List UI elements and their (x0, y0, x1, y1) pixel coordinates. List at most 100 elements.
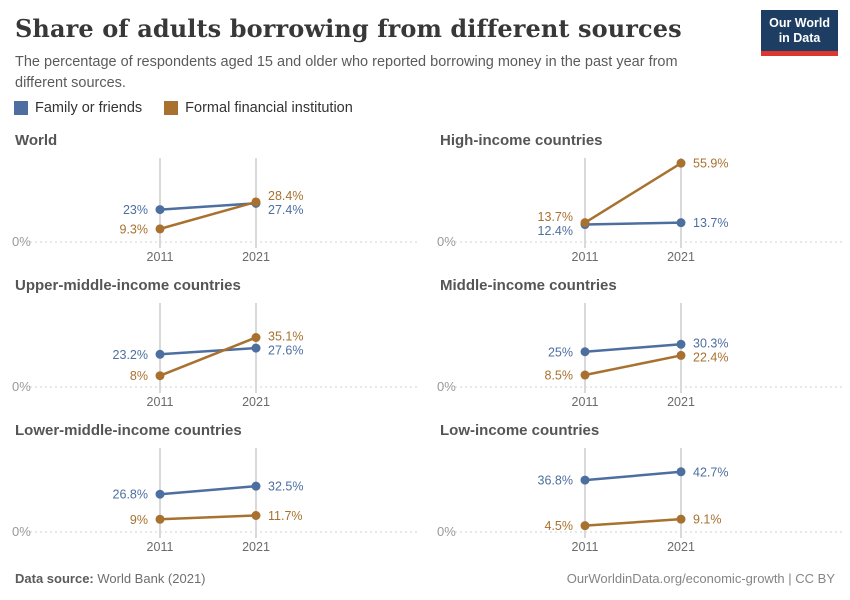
chart-header: Share of adults borrowing from different… (15, 14, 835, 94)
chart-panel: World 2011 2021 0% 23% 9.3% 28.4% 27.4% (0, 125, 425, 270)
x-tick-label: 2021 (242, 395, 270, 409)
legend-item-family: Family or friends (14, 100, 142, 116)
value-label: 8% (130, 369, 148, 383)
data-source: Data source: World Bank (2021) (15, 571, 206, 586)
x-tick-label: 2021 (667, 540, 695, 554)
chart-title: Share of adults borrowing from different… (15, 14, 682, 43)
data-point-family (155, 349, 165, 359)
x-tick-label: 2021 (667, 250, 695, 264)
zero-tick-label: 0% (437, 524, 456, 539)
chart-panel: High-income countries 2011 2021 0% 13.7% 12.4… (425, 125, 850, 270)
series-line-formal (159, 336, 257, 377)
owid-url-link[interactable]: OurWorldinData.org/economic-growth | CC … (566, 571, 835, 586)
series-line-formal (584, 517, 682, 527)
data-point-formal (580, 370, 590, 380)
x-tick-label: 2021 (667, 395, 695, 409)
data-point-formal (676, 514, 686, 524)
data-point-formal (155, 514, 165, 524)
zero-tick-label: 0% (437, 234, 456, 249)
series-line-formal (584, 162, 682, 224)
panel-plot: 2011 2021 0% 23.2% 8% 35.1%27.6% (12, 303, 418, 409)
data-point-family (155, 205, 165, 215)
data-point-family (676, 467, 686, 477)
data-point-formal (676, 350, 686, 360)
legend-label-formal: Formal financial institution (185, 100, 353, 116)
panel-plot: 2011 2021 0% 23% 9.3% 28.4%27.4% (12, 158, 418, 264)
data-point-family (155, 489, 165, 499)
series-line-formal (159, 200, 257, 231)
value-label: 22.4% (693, 350, 728, 364)
x-tick-label: 2011 (572, 395, 599, 409)
x-tick-label: 2011 (572, 250, 599, 264)
zero-tick-label: 0% (12, 234, 31, 249)
value-label: 25% (548, 345, 573, 359)
value-label: 13.7% (693, 216, 728, 230)
value-label: 32.5% (268, 480, 303, 494)
value-label: 23.2% (113, 348, 148, 362)
chart-panel: Upper-middle-income countries 2011 2021 0% 2… (0, 270, 425, 415)
panel-title: Low-income countries (440, 422, 600, 439)
value-label: 30.3% (693, 336, 728, 350)
data-source-label: Data source: (15, 571, 94, 586)
data-source-value: World Bank (2021) (93, 571, 206, 586)
data-point-family (580, 475, 590, 485)
panel-plot: 2011 2021 0% 36.8% 4.5% 42.7% 9.1% (437, 448, 843, 554)
panel-title: World (15, 132, 58, 149)
value-label: 8.5% (545, 369, 574, 383)
legend-swatch-family-icon (14, 101, 28, 115)
panels-grid: World 2011 2021 0% 23% 9.3% 28.4% 27.4% High-inc… (0, 125, 850, 560)
value-label: 27.4% (268, 203, 303, 217)
value-label: 35.1% (268, 329, 303, 343)
chart-panel: Low-income countries 2011 2021 0% 36.8% 4.5% 4… (425, 415, 850, 560)
value-label: 36.8% (538, 474, 573, 488)
data-point-family (580, 347, 590, 357)
data-point-family (251, 343, 261, 353)
x-tick-label: 2011 (147, 395, 174, 409)
legend-label-family: Family or friends (35, 100, 143, 116)
data-point-family (251, 481, 261, 491)
chart-subtitle: The percentage of respondents aged 15 an… (15, 54, 678, 91)
data-point-formal (676, 158, 686, 168)
value-label: 9% (130, 513, 148, 527)
panel-title: Middle-income countries (440, 277, 617, 294)
zero-tick-label: 0% (437, 379, 456, 394)
value-label: 28.4% (268, 189, 303, 203)
value-label: 9.3% (120, 222, 149, 236)
x-tick-label: 2021 (242, 250, 270, 264)
value-label: 9.1% (693, 513, 722, 527)
x-tick-label: 2011 (147, 250, 174, 264)
data-point-formal (155, 371, 165, 381)
owid-logo[interactable]: Our World in Data (761, 10, 838, 56)
series-line-family (584, 470, 682, 482)
value-label: 42.7% (693, 465, 728, 479)
series-line-family (159, 484, 257, 496)
chart-footer: Data source: World Bank (2021) OurWorldi… (15, 571, 835, 586)
chart-panel: Lower-middle-income countries 2011 2021 0% 2… (0, 415, 425, 560)
series-line-family (159, 346, 257, 356)
series-line-family (584, 221, 682, 226)
value-label: 55.9% (693, 157, 728, 171)
zero-tick-label: 0% (12, 379, 31, 394)
zero-tick-label: 0% (12, 524, 31, 539)
data-point-formal (251, 197, 261, 207)
panel-title: Upper-middle-income countries (15, 277, 241, 294)
value-label: 27.6% (268, 343, 303, 357)
panel-plot: 2011 2021 0% 25% 8.5% 30.3%22.4% (437, 303, 843, 409)
value-label: 23% (123, 203, 148, 217)
owid-logo-line1: Our World (769, 16, 830, 30)
value-label: 4.5% (545, 519, 574, 533)
x-tick-label: 2021 (242, 540, 270, 554)
value-label: 11.7% (268, 509, 303, 523)
data-point-formal (580, 521, 590, 531)
series-line-formal (159, 514, 257, 521)
value-label: 26.8% (113, 488, 148, 502)
value-label: 12.4% (538, 224, 573, 238)
x-tick-label: 2011 (147, 540, 174, 554)
chart-panel: Middle-income countries 2011 2021 0% 25% 8.5%… (425, 270, 850, 415)
series-line-family (159, 202, 257, 211)
chart-legend: Family or friends Formal financial insti… (14, 100, 353, 116)
data-point-formal (251, 333, 261, 343)
x-tick-label: 2011 (572, 540, 599, 554)
series-line-formal (584, 354, 682, 377)
